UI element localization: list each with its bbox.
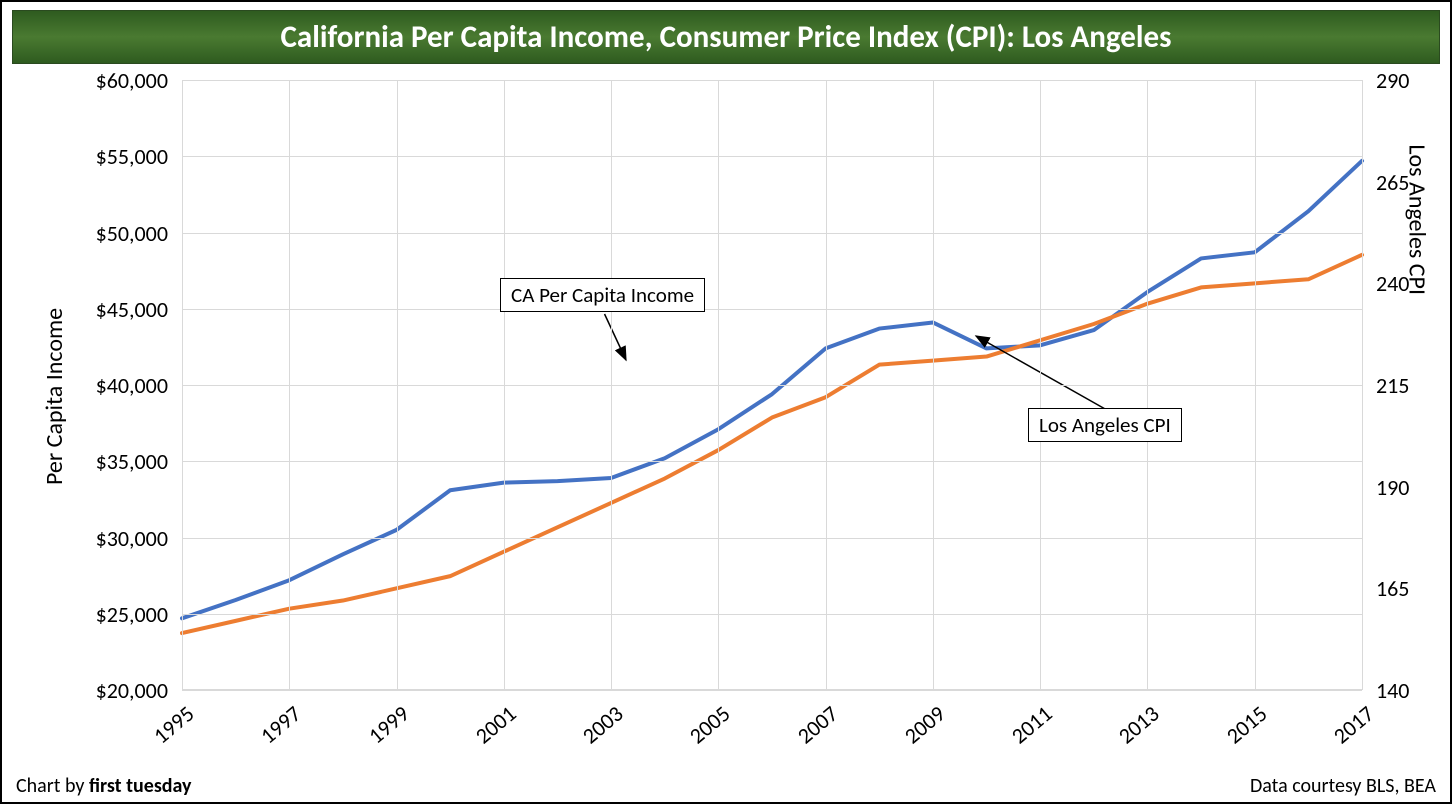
gridline-h: [182, 690, 1362, 691]
gridline-v: [289, 80, 290, 690]
gridline-v: [611, 80, 612, 690]
gridline-h: [182, 385, 1362, 386]
gridline-v: [718, 80, 719, 690]
gridline-h: [182, 309, 1362, 310]
chart-title: California Per Capita Income, Consumer P…: [12, 10, 1440, 64]
series-cpi-line: [182, 255, 1362, 633]
footer-right: Data courtesy BLS, BEA: [1250, 774, 1436, 798]
y2-tick-label: 240: [1376, 270, 1409, 297]
x-tick-label: 2001: [504, 700, 521, 721]
gridline-v: [397, 80, 398, 690]
callout-income-text: CA Per Capita Income: [511, 282, 694, 308]
x-tick-label: 2007: [826, 700, 843, 721]
x-tick-label: 2013: [1147, 700, 1164, 721]
gridline-v: [1147, 80, 1148, 690]
x-tick-label: 1999: [397, 700, 414, 721]
callout-income: CA Per Capita Income: [500, 278, 705, 312]
callout-cpi-text: Los Angeles CPI: [1039, 412, 1171, 438]
gridline-v: [933, 80, 934, 690]
y2-tick-label: 190: [1376, 474, 1409, 501]
callout-arrow: [605, 314, 626, 360]
gridline-h: [182, 538, 1362, 539]
y1-tick-label: $45,000: [48, 296, 168, 323]
x-tick-label: 2003: [611, 700, 628, 721]
series-income-line: [182, 161, 1362, 619]
y2-tick-label: 215: [1376, 372, 1409, 399]
y1-tick-label: $60,000: [48, 67, 168, 94]
gridline-h: [182, 233, 1362, 234]
gridline-v: [504, 80, 505, 690]
x-tick-label: 2011: [1040, 700, 1057, 721]
gridline-v: [1040, 80, 1041, 690]
footer-left: Chart by first tuesday: [16, 774, 192, 798]
x-tick-label: 2009: [933, 700, 950, 721]
x-tick-label: 2005: [718, 700, 735, 721]
y1-tick-label: $25,000: [48, 601, 168, 628]
y2-tick-label: 290: [1376, 67, 1409, 94]
y1-tick-label: $30,000: [48, 525, 168, 552]
gridline-v: [826, 80, 827, 690]
plot-area: [182, 80, 1362, 690]
x-tick-label: 1997: [289, 700, 306, 721]
gridline-v: [1362, 80, 1363, 690]
callout-arrow: [976, 336, 1107, 410]
gridline-v: [1255, 80, 1256, 690]
footer-left-prefix: Chart by: [16, 774, 89, 798]
chart-frame: California Per Capita Income, Consumer P…: [0, 0, 1452, 804]
y2-tick-label: 265: [1376, 169, 1409, 196]
callout-cpi: Los Angeles CPI: [1028, 408, 1182, 442]
gridline-h: [182, 614, 1362, 615]
footer-left-bold: first tuesday: [89, 774, 192, 798]
gridline-h: [182, 156, 1362, 157]
y1-tick-label: $35,000: [48, 448, 168, 475]
y1-tick-label: $40,000: [48, 372, 168, 399]
gridline-h: [182, 461, 1362, 462]
x-tick-label: 1995: [182, 700, 199, 721]
y2-tick-label: 165: [1376, 575, 1409, 602]
plot-border: [182, 80, 1362, 81]
y1-tick-label: $50,000: [48, 220, 168, 247]
x-tick-label: 2015: [1255, 700, 1272, 721]
gridline-v: [182, 80, 183, 690]
y1-tick-label: $55,000: [48, 143, 168, 170]
y1-tick-label: $20,000: [48, 677, 168, 704]
chart-title-text: California Per Capita Income, Consumer P…: [281, 18, 1172, 56]
y2-tick-label: 140: [1376, 677, 1409, 704]
plot-border: [182, 689, 1362, 690]
